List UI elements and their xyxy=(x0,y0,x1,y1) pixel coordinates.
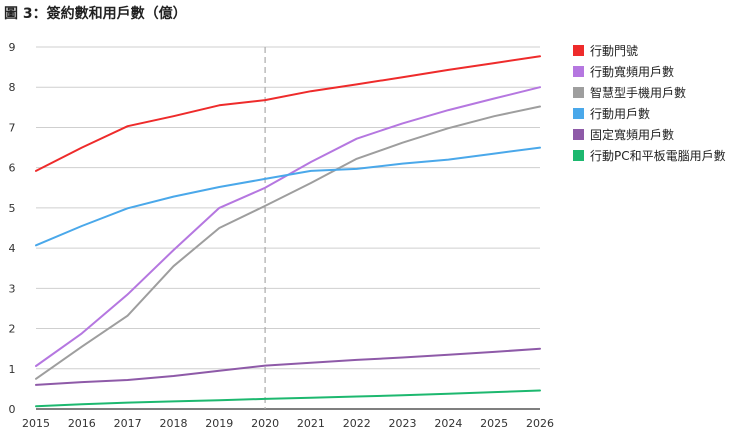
x-tick-label: 2017 xyxy=(114,417,142,430)
x-tick-label: 2026 xyxy=(526,417,554,430)
x-tick-label: 2024 xyxy=(434,417,462,430)
legend-swatch xyxy=(573,66,584,77)
y-tick-label: 4 xyxy=(9,242,16,255)
x-tick-label: 2021 xyxy=(297,417,325,430)
y-tick-label: 8 xyxy=(9,81,16,94)
y-tick-label: 9 xyxy=(9,41,16,54)
x-tick-label: 2025 xyxy=(480,417,508,430)
x-tick-label: 2023 xyxy=(389,417,417,430)
legend-label: 行動門號 xyxy=(590,44,638,58)
legend-label: 智慧型手機用戶數 xyxy=(590,85,686,100)
x-axis: 2015 2016 2017 2018 2019 2020 2021 2022 2023 2024… xyxy=(22,417,554,430)
series-line-4 xyxy=(35,146,541,247)
y-tick-label: 3 xyxy=(9,282,16,295)
y-tick-label: 6 xyxy=(9,162,16,175)
series-line-1 xyxy=(35,55,541,172)
gridlines xyxy=(36,46,540,410)
legend-label: 行動PC和平板電腦用戶數 xyxy=(590,148,726,163)
y-tick-label: 5 xyxy=(9,202,16,215)
y-tick-label: 7 xyxy=(9,121,16,134)
legend-swatch xyxy=(573,87,584,98)
y-tick-label: 2 xyxy=(9,323,16,336)
x-tick-label: 2015 xyxy=(22,417,50,430)
series-line-6 xyxy=(35,389,541,408)
x-tick-label: 2020 xyxy=(251,417,279,430)
legend-label: 固定寬頻用戶數 xyxy=(590,127,674,142)
legend-label: 行動用戶數 xyxy=(590,107,650,121)
x-tick-label: 2019 xyxy=(205,417,233,430)
x-tick-label: 2022 xyxy=(343,417,371,430)
series-line-5 xyxy=(35,347,541,386)
legend-swatch xyxy=(573,45,584,56)
y-tick-label: 0 xyxy=(9,403,16,416)
legend: 行動門號行動寬頻用戶數智慧型手機用戶數行動用戶數固定寬頻用戶數行動PC和平板電腦… xyxy=(573,44,726,163)
legend-swatch xyxy=(573,150,584,161)
chart-title: 圖 3：簽約數和用戶數（億） xyxy=(4,6,187,22)
legend-swatch xyxy=(573,108,584,119)
y-axis: 0 1 2 3 4 5 6 7 8 9 xyxy=(9,41,16,416)
y-tick-label: 1 xyxy=(9,363,16,376)
legend-swatch xyxy=(573,129,584,140)
x-tick-label: 2018 xyxy=(159,417,187,430)
x-tick-label: 2016 xyxy=(68,417,96,430)
legend-label: 行動寬頻用戶數 xyxy=(590,64,674,79)
series-line-3 xyxy=(35,105,541,380)
series-lines xyxy=(35,55,541,408)
series-line-2 xyxy=(35,86,541,367)
